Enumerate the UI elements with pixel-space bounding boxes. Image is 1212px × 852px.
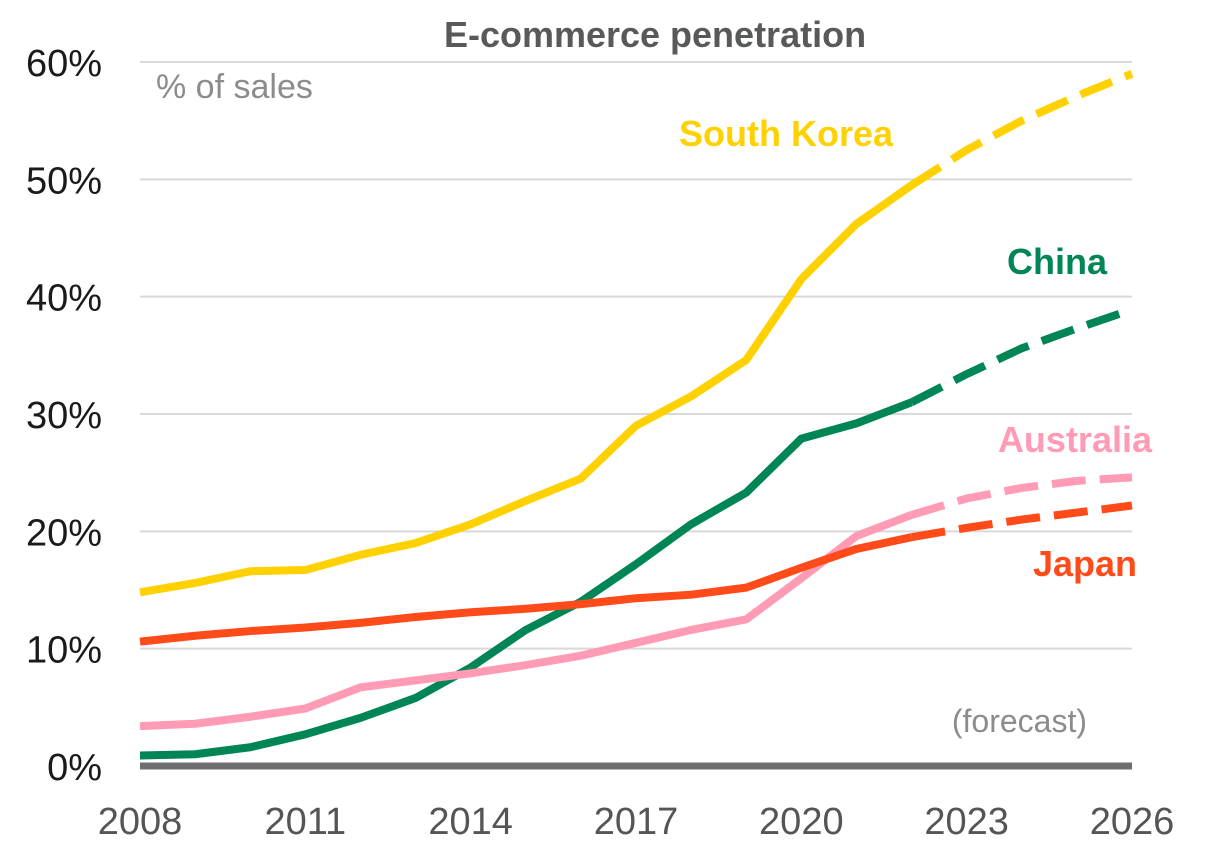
series-label-japan: Japan [1033,543,1137,584]
gridlines [140,61,1132,650]
unit-label: % of sales [156,68,313,106]
series-label-australia: Australia [998,419,1153,460]
series-forecast-australia [910,473,1133,519]
series-line-south-korea [139,181,914,597]
x-tick-label: 2020 [759,801,844,843]
series-forecast-china [909,305,1134,406]
y-axis-ticks: 0% 10% 20% 30% 40% 50% 60% [26,43,102,789]
x-tick-label: 2017 [594,801,679,843]
forecast-note: (forecast) [952,703,1087,739]
x-axis-ticks: 2008 2011 2014 2017 2020 2023 2026 [98,801,1175,843]
y-tick-label: 30% [26,395,102,437]
series-forecast-south-korea [909,70,1134,189]
series-line-japan [139,533,913,646]
series-line-china [139,398,913,760]
x-tick-label: 2014 [428,801,513,843]
x-tick-label: 2026 [1090,801,1175,843]
series-label-china: China [1007,241,1108,282]
y-tick-label: 10% [26,630,102,672]
y-tick-label: 50% [26,160,102,202]
y-tick-label: 40% [26,278,102,320]
series-forecast-japan [910,501,1133,542]
y-tick-label: 0% [47,747,102,789]
x-tick-label: 2011 [264,801,346,843]
series-lines [139,70,1134,760]
chart-title: E-commerce penetration [444,14,866,55]
y-tick-label: 20% [26,512,102,554]
series-label-south-korea: South Korea [679,113,894,154]
x-tick-label: 2023 [924,801,1009,843]
y-tick-label: 60% [26,43,102,85]
series-line-australia [139,511,913,731]
x-tick-label: 2008 [98,801,183,843]
